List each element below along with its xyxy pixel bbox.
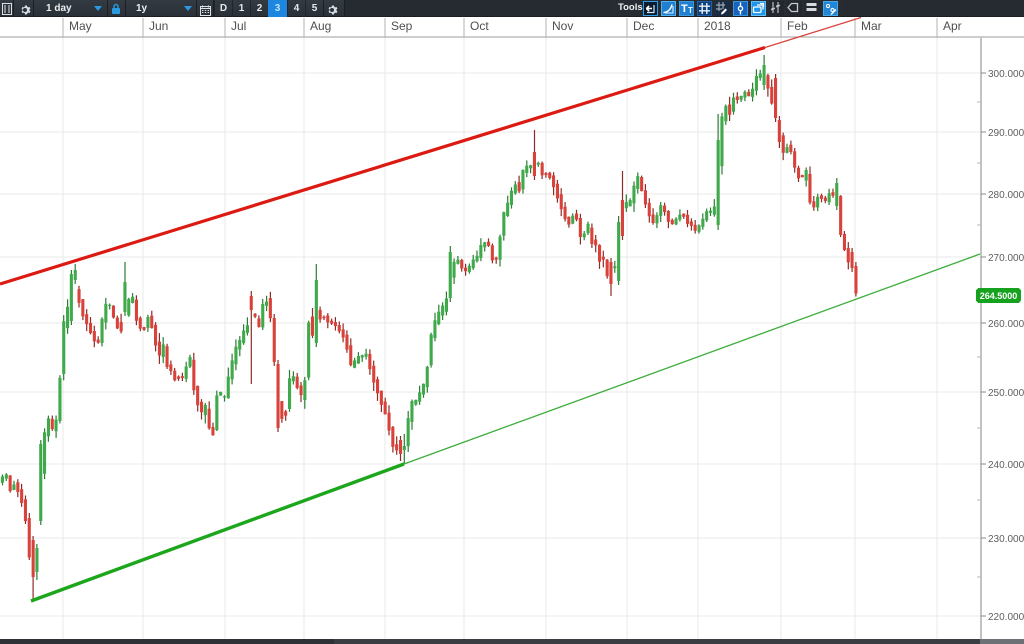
svg-text:270.000: 270.000 [988,253,1024,264]
svg-text:Apr: Apr [943,19,962,33]
svg-text:220.000: 220.000 [988,612,1024,623]
svg-text:300.000: 300.000 [988,69,1024,80]
svg-text:Jul: Jul [231,19,246,33]
svg-text:264.5000: 264.5000 [980,291,1018,301]
svg-text:Aug: Aug [310,19,331,33]
svg-text:Dec: Dec [633,19,654,33]
svg-text:Mar: Mar [861,19,882,33]
svg-text:Feb: Feb [787,19,808,33]
svg-text:May: May [69,19,92,33]
svg-text:Sep: Sep [391,19,413,33]
svg-text:240.000: 240.000 [988,460,1024,471]
svg-text:290.000: 290.000 [988,128,1024,139]
svg-text:260.000: 260.000 [988,319,1024,330]
svg-text:2018: 2018 [704,19,731,33]
svg-text:230.000: 230.000 [988,534,1024,545]
svg-text:Oct: Oct [470,19,489,33]
svg-text:T: T [681,3,688,15]
svg-text:Jun: Jun [149,19,168,33]
svg-text:280.000: 280.000 [988,190,1024,201]
svg-text:250.000: 250.000 [988,388,1024,399]
svg-text:Nov: Nov [552,19,573,33]
svg-text:T: T [688,6,693,15]
